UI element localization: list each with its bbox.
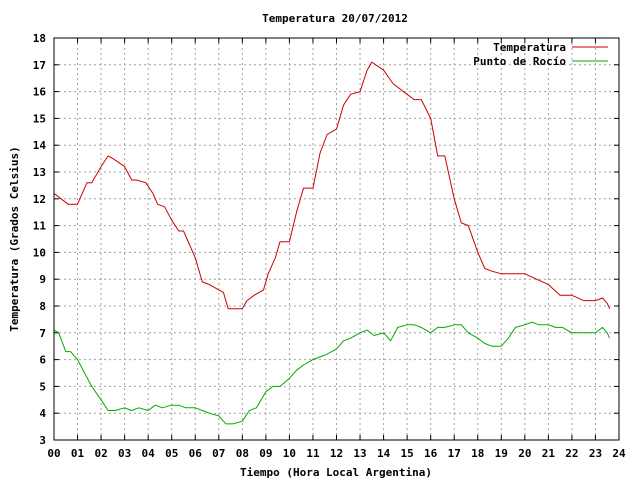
grid: [54, 38, 619, 440]
y-tick-label: 8: [39, 300, 46, 313]
x-tick-label: 16: [424, 447, 438, 460]
x-tick-label: 18: [471, 447, 484, 460]
y-tick-label: 7: [39, 327, 46, 340]
x-tick-label: 12: [330, 447, 343, 460]
y-tick-label: 12: [33, 193, 46, 206]
y-tick-label: 11: [33, 220, 47, 233]
y-tick-label: 15: [33, 112, 46, 125]
x-tick-label: 19: [495, 447, 508, 460]
x-tick-label: 22: [565, 447, 578, 460]
y-tick-label: 6: [39, 354, 46, 367]
y-tick-label: 16: [33, 86, 47, 99]
y-tick-label: 17: [33, 59, 46, 72]
x-tick-label: 01: [71, 447, 85, 460]
x-tick-label: 06: [189, 447, 203, 460]
chart-title: Temperatura 20/07/2012: [262, 12, 408, 25]
x-tick-label: 24: [612, 447, 626, 460]
x-tick-label: 02: [94, 447, 107, 460]
x-axis-label: Tiempo (Hora Local Argentina): [240, 466, 432, 479]
legend-label: Temperatura: [493, 41, 566, 54]
y-tick-label: 5: [39, 380, 46, 393]
x-tick-label: 09: [259, 447, 272, 460]
y-tick-label: 13: [33, 166, 46, 179]
y-tick-label: 3: [39, 434, 46, 447]
x-tick-label: 23: [589, 447, 602, 460]
series-line-temperatura: [53, 61, 611, 310]
x-tick-label: 03: [118, 447, 131, 460]
plot-frame: [53, 37, 620, 441]
y-axis-label: Temperatura (Grados Celsius): [8, 146, 21, 331]
x-tick-label: 20: [518, 447, 531, 460]
y-tick-label: 9: [39, 273, 46, 286]
x-tick-label: 15: [401, 447, 414, 460]
x-tick-label: 04: [142, 447, 156, 460]
y-tick-label: 14: [33, 139, 47, 152]
x-tick-label: 07: [212, 447, 225, 460]
x-tick-label: 13: [353, 447, 366, 460]
series-layer: [53, 61, 611, 425]
x-tick-label: 08: [236, 447, 249, 460]
y-tick-label: 10: [33, 246, 46, 259]
x-tick-label: 21: [542, 447, 556, 460]
y-tick-label: 4: [39, 407, 46, 420]
legend-label: Punto de Rocío: [473, 55, 566, 68]
series-line-punto-de-rocio: [53, 321, 611, 425]
axis-ticks: 00 01 02 03 04 05 06 07 08 09 10 11 12 13 14 15 16 17 18 19…: [33, 32, 626, 460]
x-tick-label: 17: [448, 447, 461, 460]
y-tick-label: 18: [33, 32, 46, 45]
x-tick-label: 14: [377, 447, 391, 460]
x-tick-label: 11: [306, 447, 320, 460]
x-tick-label: 05: [165, 447, 178, 460]
x-tick-label: 00: [47, 447, 60, 460]
x-tick-label: 10: [283, 447, 296, 460]
